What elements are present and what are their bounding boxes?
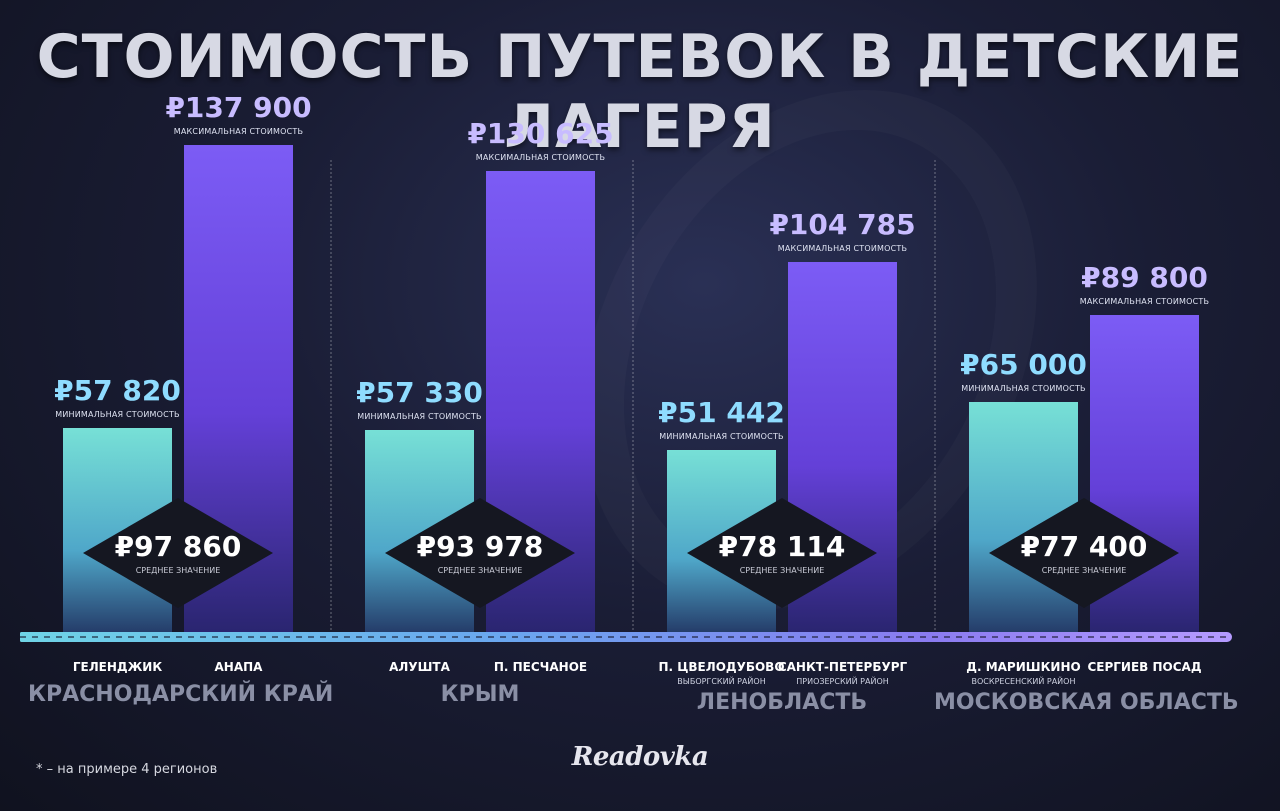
min-value-label: ₽57 330	[356, 375, 483, 409]
city-label: АНАПА	[214, 660, 263, 674]
min-value-label: ₽65 000	[960, 348, 1087, 382]
city-label: АЛУШТА	[389, 660, 450, 674]
region-label: КРАСНОДАРСКИЙ КРАЙ	[28, 682, 334, 707]
district-label: ВЫБОРГСКИЙ РАЙОН	[677, 677, 766, 686]
min-caption: МИНИМАЛЬНАЯ СТОИМОСТЬ	[55, 409, 180, 419]
average-value-label: ₽78 114	[718, 530, 846, 563]
max-caption: МАКСИМАЛЬНАЯ СТОИМОСТЬ	[1079, 296, 1210, 306]
min-caption: МИНИМАЛЬНАЯ СТОИМОСТЬ	[357, 411, 482, 421]
city-label: ГЕЛЕНДЖИК	[72, 660, 163, 674]
average-caption: СРЕДНЕЕ ЗНАЧЕНИЕ	[739, 566, 825, 575]
min-caption: МИНИМАЛЬНАЯ СТОИМОСТЬ	[961, 384, 1086, 394]
average-caption: СРЕДНЕЕ ЗНАЧЕНИЕ	[1041, 566, 1127, 575]
max-value-label: ₽89 800	[1081, 260, 1208, 294]
max-value-label: ₽104 785	[769, 208, 916, 241]
district-label: ВОСКРЕСЕНСКИЙ РАЙОН	[971, 677, 1076, 686]
region-label: МОСКОВСКАЯ ОБЛАСТЬ	[934, 690, 1239, 715]
readovka-logo: Readovka	[571, 742, 709, 772]
city-label: САНКТ-ПЕТЕРБУРГ	[777, 660, 908, 674]
region-divider	[330, 160, 332, 630]
max-caption: МАКСИМАЛЬНАЯ СТОИМОСТЬ	[173, 127, 304, 137]
min-caption: МИНИМАЛЬНАЯ СТОИМОСТЬ	[659, 432, 784, 442]
city-label: Д. МАРИШКИНО	[966, 660, 1081, 674]
region-label: КРЫМ	[440, 682, 520, 707]
chart-title: СТОИМОСТЬ ПУТЕВОК В ДЕТСКИЕ ЛАГЕРЯ	[36, 22, 1244, 162]
district-label: ПРИОЗЕРСКИЙ РАЙОН	[796, 677, 889, 686]
average-caption: СРЕДНЕЕ ЗНАЧЕНИЕ	[135, 566, 221, 575]
average-value-label: ₽97 860	[114, 530, 242, 563]
max-caption: МАКСИМАЛЬНАЯ СТОИМОСТЬ	[475, 152, 606, 162]
city-label: СЕРГИЕВ ПОСАД	[1087, 660, 1202, 674]
region-divider	[632, 160, 634, 630]
average-caption: СРЕДНЕЕ ЗНАЧЕНИЕ	[437, 566, 523, 575]
average-value-label: ₽93 978	[416, 530, 544, 563]
max-value-label: ₽130 625	[467, 116, 614, 150]
train-track-axis	[20, 632, 1232, 642]
city-label: П. ЦВЕЛОДУБОВО	[658, 660, 785, 674]
average-value-label: ₽77 400	[1020, 530, 1148, 563]
max-value-label: ₽137 900	[165, 91, 312, 125]
footnote: * – на примере 4 регионов	[36, 762, 218, 777]
region-divider	[934, 160, 936, 630]
min-value-label: ₽51 442	[658, 396, 785, 430]
min-value-label: ₽57 820	[54, 373, 181, 407]
max-caption: МАКСИМАЛЬНАЯ СТОИМОСТЬ	[777, 244, 908, 253]
region-label: ЛЕНОБЛАСТЬ	[696, 690, 868, 715]
city-label: П. ПЕСЧАНОЕ	[493, 660, 588, 674]
